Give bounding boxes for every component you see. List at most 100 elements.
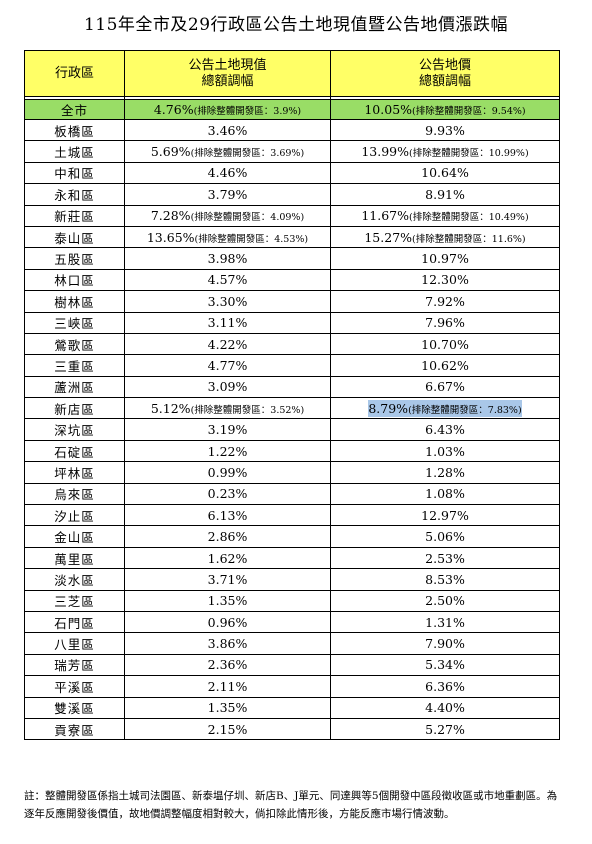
header-land-price-line1: 公告地價 — [418, 57, 471, 73]
table-row: 淡水區 3.71% 8.53% — [24, 568, 560, 591]
table-row: 新店區 5.12%(排除整體開發區：3.52%) 8.79%(排除整體開發區：7.8… — [24, 397, 560, 420]
land-value-pct: 5.69% — [150, 144, 191, 160]
land-value-pct: 2.15% — [207, 721, 248, 737]
land-price-pct: 2.53% — [425, 550, 465, 566]
land-value-pct: 7.28% — [150, 208, 191, 224]
land-value-pct: 6.13% — [207, 507, 248, 523]
land-price-note: (排除整體開發區：7.83%) — [408, 404, 522, 416]
district-name: 石碇區 — [24, 439, 125, 463]
land-price-cell: 13.99%(排除整體開發區：10.99%) — [330, 140, 560, 163]
land-price-cell: 12.97% — [330, 504, 560, 527]
land-value-cell: 1.62% — [124, 546, 331, 570]
land-price-pct: 12.30% — [421, 272, 469, 288]
district-name: 林口區 — [24, 268, 125, 292]
land-value-cell: 3.11% — [124, 311, 331, 334]
district-name: 瑞芳區 — [24, 653, 125, 677]
total-land-price: 10.05%(排除整體開發區：9.54%) — [330, 99, 560, 120]
district-name: 烏來區 — [24, 482, 125, 506]
land-price-note: (排除整體開發區：11.6%) — [412, 233, 526, 245]
land-value-cell: 3.71% — [124, 568, 331, 591]
land-price-cell: 2.53% — [330, 546, 560, 570]
land-value-pct: 4.22% — [207, 336, 248, 352]
district-name: 三重區 — [24, 354, 125, 377]
land-value-cell: 5.12%(排除整體開發區：3.52%) — [124, 397, 331, 420]
land-value-cell: 0.23% — [124, 482, 331, 506]
district-table: 行政區 公告土地現值 總額調幅 公告地價 總額調幅 全市 4.76%(排除整體開… — [24, 50, 560, 741]
land-price-pct: 5.34% — [425, 657, 465, 673]
land-value-pct: 2.36% — [207, 657, 248, 673]
district-name: 鶯歌區 — [24, 332, 125, 356]
land-price-cell: 11.67%(排除整體開發區：10.49%) — [330, 204, 560, 227]
land-price-pct: 7.96% — [425, 315, 465, 331]
land-price-cell: 5.27% — [330, 717, 560, 741]
district-name: 深坑區 — [24, 418, 125, 441]
table-row: 三芝區 1.35% 2.50% — [24, 589, 560, 612]
land-price-pct: 8.91% — [425, 186, 465, 202]
table-row: 板橋區 3.46% 9.93% — [24, 118, 560, 142]
land-price-pct: 1.03% — [425, 443, 465, 459]
land-price-pct: 10.97% — [421, 251, 469, 267]
land-value-pct: 3.19% — [207, 422, 248, 438]
land-price-cell: 8.53% — [330, 568, 560, 591]
land-value-pct: 2.86% — [207, 529, 248, 545]
table-row: 新莊區 7.28%(排除整體開發區：4.09%) 11.67%(排除整體開發區：10… — [24, 204, 560, 227]
land-value-pct: 3.79% — [207, 186, 248, 202]
land-value-note: (排除整體開發區：3.69%) — [190, 148, 305, 160]
district-name: 坪林區 — [24, 461, 125, 484]
land-price-cell: 6.43% — [330, 418, 560, 441]
land-price-note: (排除整體開發區：10.99%) — [409, 148, 529, 160]
district-name: 蘆洲區 — [24, 375, 125, 399]
table-row: 雙溪區 1.35% 4.40% — [24, 696, 560, 719]
district-name: 汐止區 — [24, 504, 125, 527]
land-value-note: (排除整體開發區：4.53%) — [194, 233, 309, 245]
table-header-row: 行政區 公告土地現值 總額調幅 公告地價 總額調幅 — [24, 50, 560, 97]
land-value-pct: 2.11% — [207, 678, 248, 694]
district-name: 萬里區 — [24, 546, 125, 570]
table-row: 土城區 5.69%(排除整體開發區：3.69%) 13.99%(排除整體開發區：10… — [24, 140, 560, 163]
district-name: 石門區 — [24, 610, 125, 634]
table-row: 深坑區 3.19% 6.43% — [24, 418, 560, 441]
district-name: 土城區 — [24, 140, 125, 163]
table-row: 永和區 3.79% 8.91% — [24, 183, 560, 206]
land-value-note: (排除整體開發區：3.52%) — [190, 404, 305, 416]
table-row: 五股區 3.98% 10.97% — [24, 247, 560, 270]
district-name: 三峽區 — [24, 311, 125, 334]
land-price-pct: 11.67% — [361, 208, 410, 224]
land-value-pct: 3.09% — [207, 379, 248, 395]
land-price-cell: 7.90% — [330, 632, 560, 655]
land-price-pct: 8.53% — [425, 571, 465, 587]
land-price-cell: 9.93% — [330, 118, 560, 142]
table-row: 中和區 4.46% 10.64% — [24, 161, 560, 185]
land-value-cell: 2.11% — [124, 675, 331, 698]
table-row: 平溪區 2.11% 6.36% — [24, 675, 560, 698]
land-value-pct: 4.77% — [207, 357, 248, 373]
district-name: 平溪區 — [24, 675, 125, 698]
land-price-cell: 15.27%(排除整體開發區：11.6%) — [330, 225, 560, 249]
page-title: 115年全市及29行政區公告土地現值暨公告地價漲跌幅 — [83, 15, 509, 35]
land-value-pct: 4.46% — [207, 165, 248, 181]
table-row: 坪林區 0.99% 1.28% — [24, 461, 560, 484]
table-row: 三重區 4.77% 10.62% — [24, 354, 560, 377]
land-price-pct: 10.62% — [421, 357, 469, 373]
land-value-pct: 3.30% — [207, 293, 248, 309]
land-price-pct: 10.70% — [421, 336, 469, 352]
land-price-cell: 10.97% — [330, 247, 560, 270]
land-price-pct: 6.43% — [425, 422, 465, 438]
land-price-pct: 7.92% — [425, 293, 465, 309]
district-name: 金山區 — [24, 525, 125, 548]
table-row: 三峽區 3.11% 7.96% — [24, 311, 560, 334]
land-price-pct: 2.50% — [425, 593, 465, 609]
header-land-value-line1: 公告土地現值 — [188, 57, 267, 73]
land-value-cell: 3.09% — [124, 375, 331, 399]
land-value-cell: 4.77% — [124, 354, 331, 377]
land-price-cell: 10.64% — [330, 161, 560, 185]
land-value-cell: 2.15% — [124, 717, 331, 741]
land-price-cell: 1.28% — [330, 461, 560, 484]
land-value-cell: 3.19% — [124, 418, 331, 441]
table-row: 石門區 0.96% 1.31% — [24, 610, 560, 634]
table-row: 金山區 2.86% 5.06% — [24, 525, 560, 548]
land-price-pct: 12.97% — [421, 507, 469, 523]
land-value-pct: 1.35% — [207, 593, 248, 609]
land-price-cell: 6.36% — [330, 675, 560, 698]
table-row: 樹林區 3.30% 7.92% — [24, 290, 560, 313]
